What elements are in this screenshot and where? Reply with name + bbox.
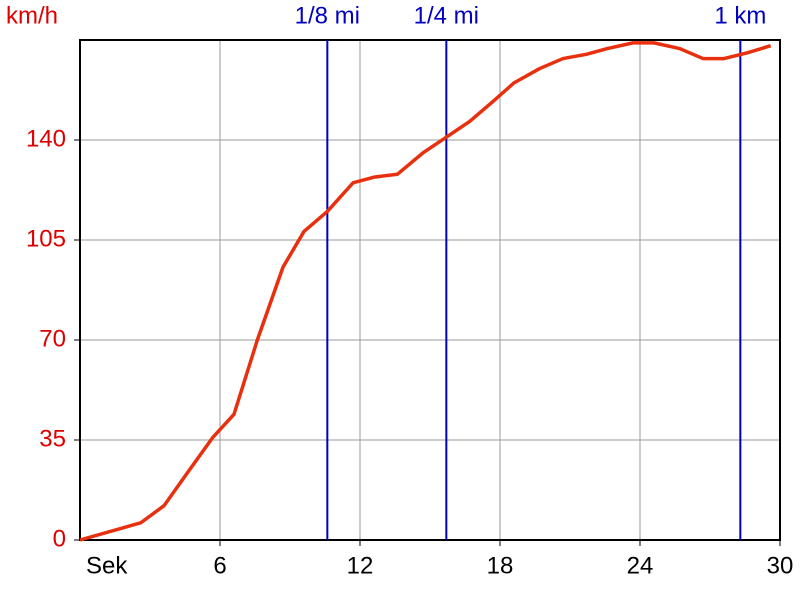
x-tick-label: 12 <box>347 552 374 579</box>
y-tick-label: 0 <box>53 525 66 552</box>
distance-label: 1 km <box>714 2 766 29</box>
speed-line <box>79 41 772 542</box>
y-axis-label: km/h <box>6 2 58 29</box>
y-tick-label: 105 <box>26 225 66 252</box>
x-axis-label: Sek <box>86 552 128 579</box>
x-tick-label: 24 <box>627 552 654 579</box>
x-tick-label: 6 <box>213 552 226 579</box>
y-tick-label: 70 <box>39 325 66 352</box>
y-tick-label: 35 <box>39 425 66 452</box>
x-tick-label: 30 <box>767 552 794 579</box>
y-tick-label: 140 <box>26 125 66 152</box>
distance-label: 1/8 mi <box>295 2 360 29</box>
plot-frame <box>79 39 781 541</box>
distance-label: 1/4 mi <box>414 2 479 29</box>
x-tick-label: 18 <box>487 552 514 579</box>
